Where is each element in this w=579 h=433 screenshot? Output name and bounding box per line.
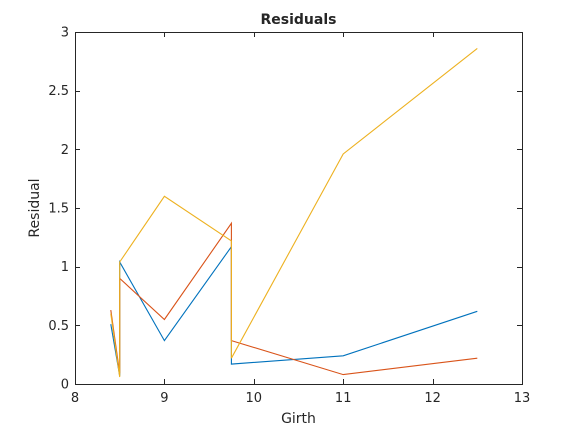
x-tick-label: 10	[246, 391, 263, 406]
x-ticks: 8 9 10 11 12 13	[71, 32, 530, 406]
y-tick-label: 1.5	[48, 202, 69, 217]
y-tick-label: 2.5	[48, 84, 69, 99]
plot-area	[75, 32, 522, 384]
y-tick-label: 1	[61, 260, 69, 275]
y-tick-label: 2	[61, 143, 69, 158]
y-tick-label: 0.5	[48, 319, 69, 334]
x-axis-label: Girth	[281, 411, 316, 427]
y-tick-label: 0	[61, 378, 69, 393]
series-layer	[110, 47, 478, 378]
series-line-3	[110, 47, 478, 378]
x-tick-label: 8	[71, 391, 79, 406]
y-axis-label: Residual	[27, 178, 43, 237]
y-tick-label: 3	[61, 26, 69, 41]
x-tick-label: 9	[160, 391, 168, 406]
x-tick-label: 12	[424, 391, 441, 406]
x-tick-label: 13	[514, 391, 531, 406]
y-ticks: 0 0.5 1 1.5 2 2.5 3	[48, 26, 522, 393]
chart-title: Residuals	[261, 12, 337, 28]
x-tick-label: 11	[335, 391, 352, 406]
